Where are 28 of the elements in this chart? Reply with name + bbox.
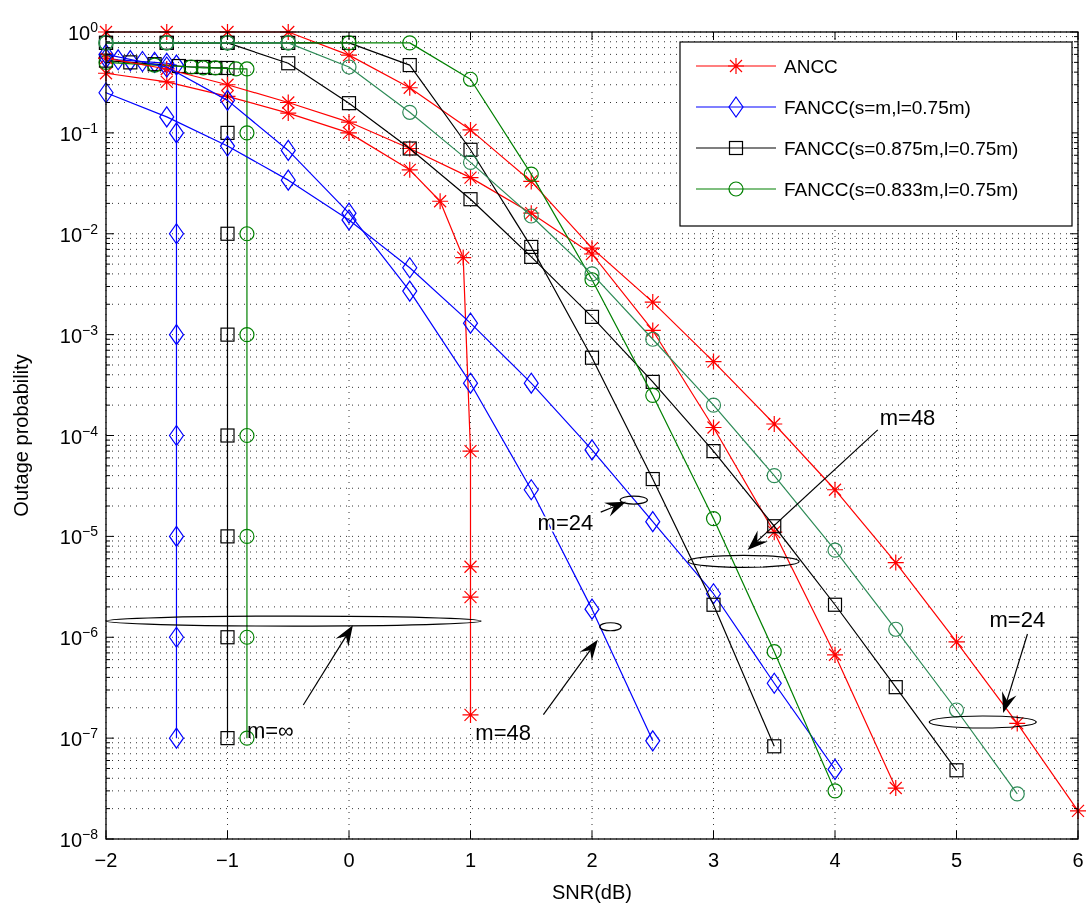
y-tick-label: 10$^{−7}$	[59, 725, 99, 751]
y-tick-label: 10$^{−3}$	[59, 321, 99, 347]
x-tick-label: 4	[829, 849, 841, 871]
legend-label: ANCC	[784, 56, 838, 77]
y-axis-title: Outage probability	[10, 354, 32, 517]
x-tick-label: 6	[1072, 849, 1084, 871]
y-tick-label: 10$^{−4}$	[59, 422, 99, 448]
y-tick-label: 10$^{−2}$	[59, 220, 99, 246]
x-tick-label: 1	[464, 849, 477, 871]
x-tick-label: 2	[586, 849, 598, 871]
x-tick-label: 5	[950, 849, 963, 871]
y-tick-label: 10$^{0}$	[67, 19, 99, 44]
y-tick-label: 10$^{−5}$	[59, 523, 99, 549]
y-tick-label: 10$^{−1}$	[59, 119, 99, 145]
annotation: m=24	[989, 606, 1046, 632]
legend-label: FANCC(s=0.875m,l=0.75m)	[784, 138, 1019, 159]
x-tick-label: −2	[94, 849, 118, 871]
annotation: m=∞	[246, 718, 294, 744]
legend-label: FANCC(s=m,l=0.75m)	[784, 97, 971, 118]
x-tick-label: −1	[216, 849, 239, 871]
x-axis-title: SNR(dB)	[551, 881, 633, 903]
x-tick-label: 0	[343, 849, 355, 871]
y-tick-label: 10$^{−6}$	[59, 624, 99, 650]
annotation: m=48	[879, 405, 936, 431]
legend-label: FANCC(s=0.833m,l=0.75m)	[784, 179, 1019, 200]
x-tick-label: 3	[707, 849, 720, 871]
y-tick-label: 10$^{−8}$	[59, 826, 99, 851]
annotation: m=48	[475, 719, 532, 745]
